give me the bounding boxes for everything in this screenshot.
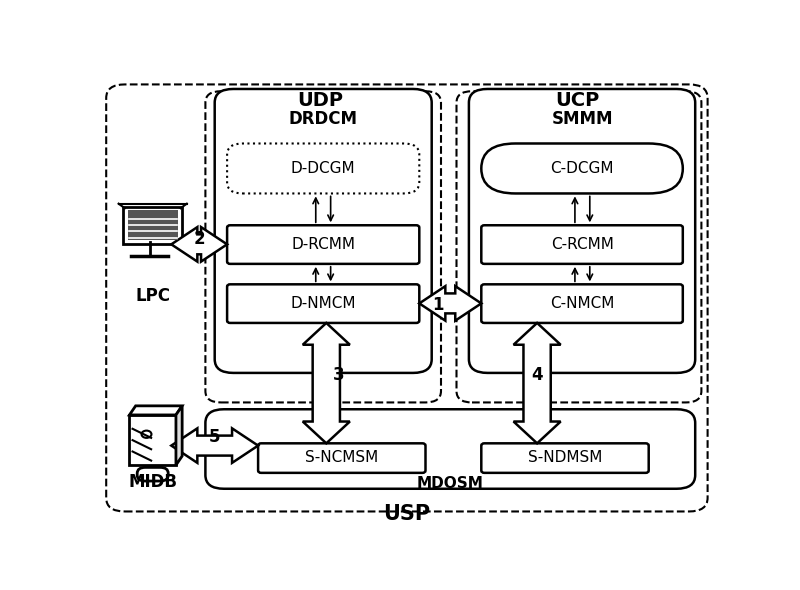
FancyBboxPatch shape [206, 91, 441, 402]
Text: 5: 5 [209, 428, 221, 445]
Text: 3: 3 [333, 366, 345, 384]
Text: UDP: UDP [297, 91, 343, 110]
Text: D-RCMM: D-RCMM [291, 237, 355, 252]
Text: 1: 1 [432, 296, 444, 314]
Text: LPC: LPC [135, 287, 170, 304]
FancyBboxPatch shape [123, 207, 182, 244]
Text: C-NMCM: C-NMCM [550, 296, 614, 311]
FancyBboxPatch shape [482, 143, 682, 194]
FancyBboxPatch shape [482, 443, 649, 473]
Text: C-DCGM: C-DCGM [550, 161, 614, 176]
Text: SMMM: SMMM [552, 110, 613, 127]
Text: 4: 4 [531, 366, 543, 384]
Text: S-NDMSM: S-NDMSM [528, 450, 602, 466]
Text: MDOSM: MDOSM [417, 476, 484, 491]
Polygon shape [171, 227, 227, 261]
FancyBboxPatch shape [227, 143, 419, 194]
Polygon shape [171, 428, 258, 463]
FancyBboxPatch shape [457, 91, 702, 402]
Text: D-NMCM: D-NMCM [290, 296, 356, 311]
Text: DRDCM: DRDCM [289, 110, 358, 127]
FancyBboxPatch shape [258, 443, 426, 473]
FancyBboxPatch shape [138, 467, 168, 481]
Text: USP: USP [383, 504, 430, 524]
Text: D-DCGM: D-DCGM [291, 161, 355, 176]
FancyBboxPatch shape [214, 89, 432, 373]
FancyBboxPatch shape [227, 225, 419, 264]
Polygon shape [302, 323, 350, 443]
Polygon shape [130, 406, 182, 415]
Text: S-NCMSM: S-NCMSM [305, 450, 378, 466]
FancyBboxPatch shape [206, 409, 695, 489]
FancyBboxPatch shape [128, 211, 178, 240]
Polygon shape [419, 286, 482, 320]
Text: 2: 2 [194, 230, 205, 248]
Text: UCP: UCP [555, 91, 599, 110]
Polygon shape [176, 406, 182, 465]
Text: C-RCMM: C-RCMM [551, 237, 614, 252]
FancyBboxPatch shape [469, 89, 695, 373]
FancyBboxPatch shape [482, 284, 682, 323]
Text: MIDB: MIDB [128, 473, 178, 491]
FancyBboxPatch shape [106, 84, 708, 512]
FancyBboxPatch shape [227, 284, 419, 323]
FancyBboxPatch shape [130, 415, 176, 465]
FancyBboxPatch shape [482, 225, 682, 264]
Polygon shape [514, 323, 561, 443]
